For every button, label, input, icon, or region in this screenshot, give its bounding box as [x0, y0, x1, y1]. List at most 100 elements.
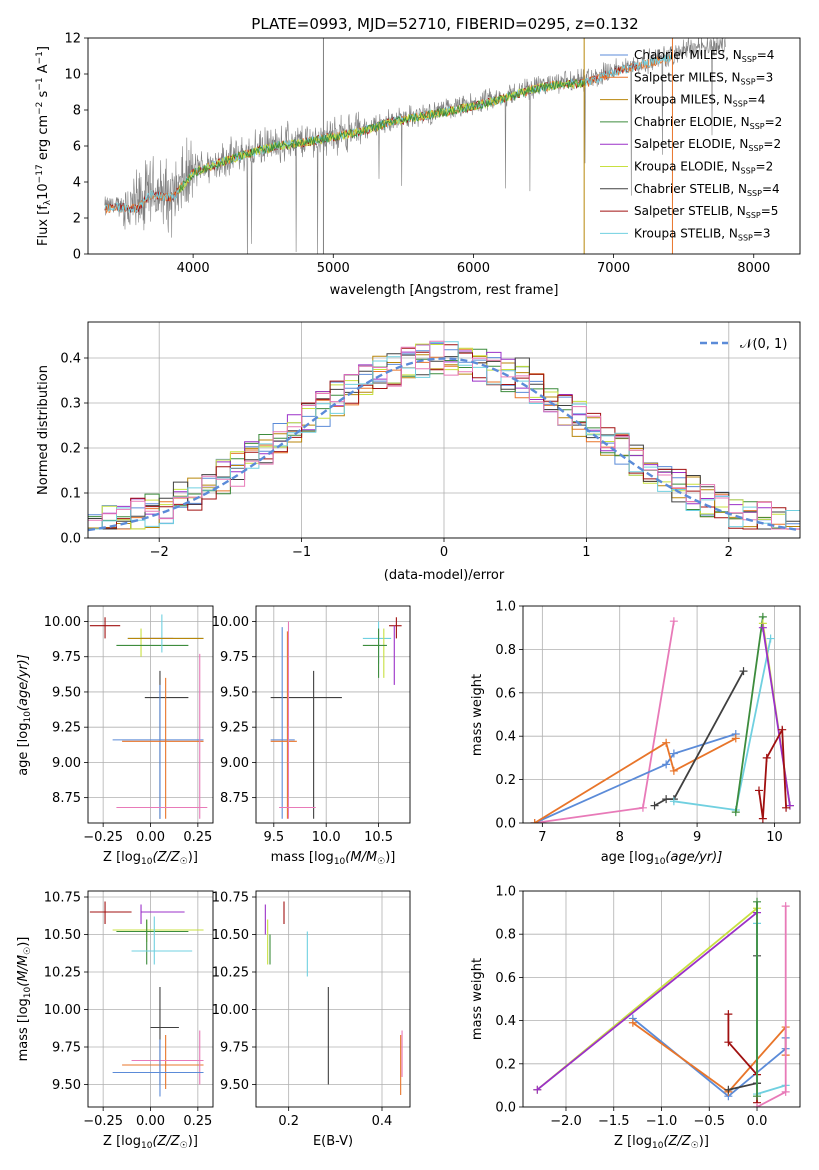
error-point	[144, 670, 189, 819]
weight-marker	[754, 786, 763, 795]
y-tick-label: 4	[73, 176, 81, 191]
x-tick-label: 0.2	[278, 1114, 299, 1129]
plot-area-age-vs-Z	[88, 606, 213, 823]
y-tick-label: 1.0	[495, 885, 516, 900]
error-point	[131, 916, 193, 965]
weight-marker	[739, 667, 748, 676]
weight-marker	[724, 1085, 733, 1094]
y-axis-label: mass weight	[470, 958, 485, 1040]
legend-label: Chabrier MILES, NSSP=4	[634, 48, 774, 64]
error-point	[127, 614, 204, 653]
y-tick-label: 6	[73, 140, 81, 155]
y-tick-label: 0.4	[495, 730, 516, 745]
x-axis-label: wavelength [Angstrom, rest frame]	[330, 283, 559, 298]
y-tick-label: 10.00	[212, 615, 249, 630]
x-tick-label: −2.0	[550, 1114, 582, 1129]
error-point	[112, 684, 204, 819]
y-tick-label: 8.75	[220, 791, 249, 806]
x-tick-label: 10	[766, 830, 783, 845]
y-axis-label: Normed distribution	[36, 365, 51, 495]
weight-line	[734, 616, 764, 813]
y-tick-label: 9.75	[220, 650, 249, 665]
x-tick-label: 4000	[177, 261, 210, 276]
weight-series	[753, 897, 762, 1101]
weight-line	[534, 737, 737, 823]
x-tick-label: 0	[440, 545, 448, 560]
weight-line	[756, 906, 787, 1107]
model-line	[178, 78, 586, 193]
error-point	[116, 919, 189, 965]
weight-marker	[669, 749, 678, 758]
y-tick-label: 2	[73, 212, 81, 227]
legend-label: Kroupa ELODIE, NSSP=2	[634, 160, 773, 176]
weight-marker	[650, 801, 659, 810]
weight-marker	[669, 617, 678, 626]
x-axis-label: age [log10(age/yr)]	[601, 850, 723, 867]
y-tick-label: 10.50	[44, 928, 81, 943]
y-axis-label: mass [log10(M/M☉)]	[16, 937, 33, 1062]
weight-series	[530, 730, 740, 823]
error-point	[131, 1030, 204, 1085]
weight-marker	[662, 795, 671, 804]
axes-frame	[87, 37, 801, 255]
weight-line	[758, 726, 787, 819]
legend-label: Chabrier STELIB, NSSP=4	[634, 182, 780, 198]
weight-series	[650, 667, 748, 810]
legend-label: Salpeter MILES, NSSP=3	[634, 70, 773, 86]
weight-series	[758, 623, 794, 810]
weight-line	[536, 911, 758, 1091]
legend-label: Chabrier ELODIE, NSSP=2	[634, 115, 782, 131]
x-axis-label: (data-model)/error	[384, 568, 505, 583]
y-tick-label: 10.25	[44, 966, 81, 981]
model-line	[104, 52, 673, 214]
weight-marker	[731, 734, 740, 743]
weight-series	[731, 612, 767, 817]
x-tick-label: −1	[292, 545, 311, 560]
x-tick-label: 9.5	[263, 830, 284, 845]
y-tick-label: 0.0	[495, 817, 516, 832]
x-axis-label: Z [log10(Z/Z☉)]	[614, 1134, 709, 1151]
weight-marker	[753, 897, 762, 906]
residual-histogram	[88, 348, 800, 530]
plot-area-weight-vs-Z	[523, 891, 800, 1107]
x-tick-label: 2	[725, 545, 733, 560]
y-axis-label: age [log10(age/yr)]	[16, 654, 33, 776]
plot-area-residuals	[88, 322, 800, 538]
y-tick-label: 10.00	[212, 1003, 249, 1018]
plot-area-age-vs-mass	[256, 606, 410, 823]
x-axis-label: Z [log10(Z/Z☉)]	[103, 850, 198, 867]
y-tick-label: 9.50	[220, 685, 249, 700]
x-tick-label: 0.00	[136, 830, 165, 845]
weight-marker	[753, 1103, 762, 1107]
error-point	[89, 617, 121, 639]
x-tick-label: 1	[582, 545, 590, 560]
y-tick-label: 9.25	[220, 721, 249, 736]
axes-mass-vs-Z: −0.25 0.00 0.25 9.50 9.75 10.00 10.25 10.50 10.7…	[16, 891, 214, 1151]
y-tick-label: 0.1	[60, 487, 81, 502]
error-point	[140, 904, 185, 924]
figure-title: PLATE=0993, MJD=52710, FIBERID=0295, z=0…	[251, 15, 638, 33]
x-axis-label: mass [log10(M/M☉)]	[271, 850, 396, 867]
y-axis-label: Flux [fλ10−17 erg cm−2 s−1 A−1]	[35, 46, 53, 246]
weight-marker	[753, 1092, 762, 1101]
axes-spectrum: 4000 5000 6000 7000 8000 0 2 4 6 8 10 12 Chabrier MI…	[35, 32, 801, 298]
weight-line	[762, 627, 791, 806]
y-tick-label: 0.8	[495, 643, 516, 658]
x-tick-label: −0.25	[83, 830, 123, 845]
error-point	[389, 617, 402, 639]
weight-line	[654, 670, 745, 807]
weight-marker	[533, 1085, 542, 1094]
legend-label: Kroupa MILES, NSSP=4	[634, 93, 765, 109]
y-tick-label: 1.0	[495, 600, 516, 615]
axes-mass-vs-EBV: 0.2 0.4 9.50 9.75 10.00 10.25 10.50 10.75 E(B-V)	[212, 891, 411, 1149]
axes-age-vs-mass: 9.5 10.0 10.5 8.75 9.00 9.25 9.50 9.75 10.00 mass…	[212, 605, 411, 867]
model-line	[178, 78, 586, 194]
weight-marker	[662, 738, 671, 747]
y-tick-label: 0.0	[495, 1101, 516, 1116]
weight-marker	[628, 1018, 637, 1027]
error-point	[89, 901, 132, 924]
error-point	[270, 631, 297, 819]
weight-marker	[781, 902, 790, 911]
plot-area-spectrum	[104, 38, 726, 254]
